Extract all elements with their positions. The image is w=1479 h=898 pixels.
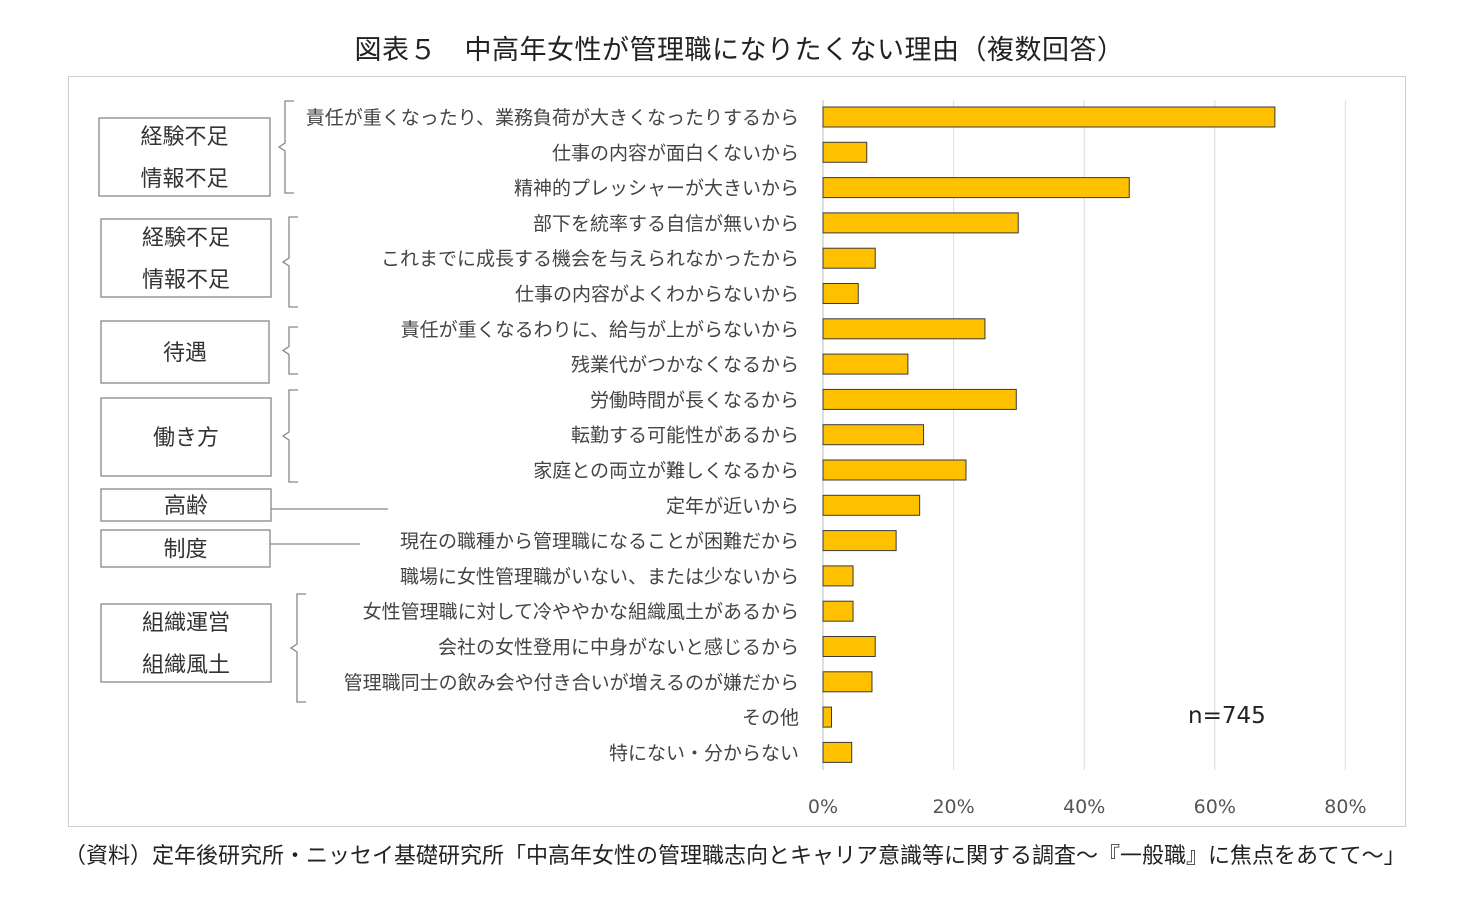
group-bracket bbox=[281, 389, 298, 483]
bar-13 bbox=[822, 530, 897, 552]
bar-5 bbox=[822, 247, 876, 269]
category-label: 特にない・分からない bbox=[609, 742, 799, 764]
category-label: 管理職同士の飲み会や付き合いが増えるのが嫌だから bbox=[344, 672, 799, 694]
group-box-5 bbox=[100, 488, 272, 522]
group-box-2 bbox=[100, 218, 272, 298]
category-label: 家庭との両立が難しくなるから bbox=[533, 460, 799, 482]
group-label: 制度 bbox=[163, 538, 207, 563]
bar-7 bbox=[822, 318, 986, 340]
bar-18 bbox=[822, 706, 832, 728]
bar-4 bbox=[822, 212, 1019, 234]
category-label: これまでに成長する機会を与えられなかったから bbox=[381, 248, 799, 270]
bar-15 bbox=[822, 600, 854, 622]
chart-title: 図表５ 中高年女性が管理職になりたくない理由（複数回答） bbox=[354, 35, 1125, 66]
bar-2 bbox=[822, 141, 868, 163]
x-tick-label: 80% bbox=[1324, 796, 1366, 818]
group-label: 高齢 bbox=[164, 494, 208, 519]
x-tick-label: 20% bbox=[932, 796, 974, 818]
group-box-1 bbox=[98, 117, 271, 197]
bar-11 bbox=[822, 459, 967, 481]
group-label: 経験不足 bbox=[140, 125, 228, 150]
group-box-7 bbox=[100, 603, 272, 683]
group-bracket bbox=[277, 100, 294, 194]
bar-1 bbox=[822, 106, 1276, 128]
group-bracket bbox=[289, 593, 306, 703]
category-label: 職場に女性管理職がいない、または少ないから bbox=[400, 566, 799, 588]
x-tick-label: 0% bbox=[808, 796, 838, 818]
bar-16 bbox=[822, 636, 876, 657]
x-tick-label: 60% bbox=[1194, 796, 1236, 818]
group-label: 待遇 bbox=[163, 341, 207, 366]
group-label: 組織運営 bbox=[142, 611, 230, 636]
bar-10 bbox=[822, 424, 925, 446]
category-label: 労働時間が長くなるから bbox=[590, 389, 799, 411]
bar-19 bbox=[822, 741, 853, 763]
group-label: 情報不足 bbox=[142, 268, 230, 293]
bar-8 bbox=[822, 353, 909, 375]
group-label: 働き方 bbox=[153, 426, 219, 451]
group-label: 経験不足 bbox=[142, 226, 230, 251]
bar-9 bbox=[822, 388, 1017, 410]
bar-6 bbox=[822, 283, 859, 304]
group-label: 組織風土 bbox=[142, 653, 230, 678]
group-box-4 bbox=[100, 397, 272, 477]
source-note: （資料）定年後研究所・ニッセイ基礎研究所「中高年女性の管理職志向とキャリア意識等… bbox=[64, 844, 1406, 869]
category-label: 転勤する可能性があるから bbox=[571, 425, 799, 447]
category-label: その他 bbox=[742, 707, 799, 729]
group-bracket bbox=[281, 216, 298, 308]
group-bracket bbox=[281, 326, 298, 375]
group-box-3 bbox=[100, 320, 270, 384]
category-label: 女性管理職に対して冷ややかな組織風土があるから bbox=[363, 601, 799, 623]
category-label: 部下を統率する自信が無いから bbox=[533, 213, 799, 235]
bar-12 bbox=[822, 494, 921, 516]
bar-3 bbox=[822, 177, 1130, 199]
sample-size-note: n=745 bbox=[1188, 703, 1266, 729]
bar-14 bbox=[822, 565, 854, 587]
chart-frame bbox=[68, 76, 1406, 827]
x-tick-label: 40% bbox=[1063, 796, 1105, 818]
bar-17 bbox=[822, 671, 873, 693]
group-box-6 bbox=[100, 529, 271, 568]
category-label: 会社の女性登用に中身がないと感じるから bbox=[438, 637, 799, 659]
category-label: 責任が重くなったり、業務負荷が大きくなったりするから bbox=[306, 107, 799, 129]
group-label: 情報不足 bbox=[140, 167, 228, 192]
category-label: 定年が近いから bbox=[666, 495, 799, 517]
category-label: 残業代がつかなくなるから bbox=[571, 354, 799, 376]
category-label: 仕事の内容がよくわからないから bbox=[515, 284, 799, 306]
category-label: 現在の職種から管理職になることが困難だから bbox=[400, 531, 799, 553]
category-label: 精神的プレッシャーが大きいから bbox=[514, 178, 799, 200]
category-label: 責任が重くなるわりに、給与が上がらないから bbox=[401, 319, 799, 341]
category-label: 仕事の内容が面白くないから bbox=[552, 142, 799, 164]
